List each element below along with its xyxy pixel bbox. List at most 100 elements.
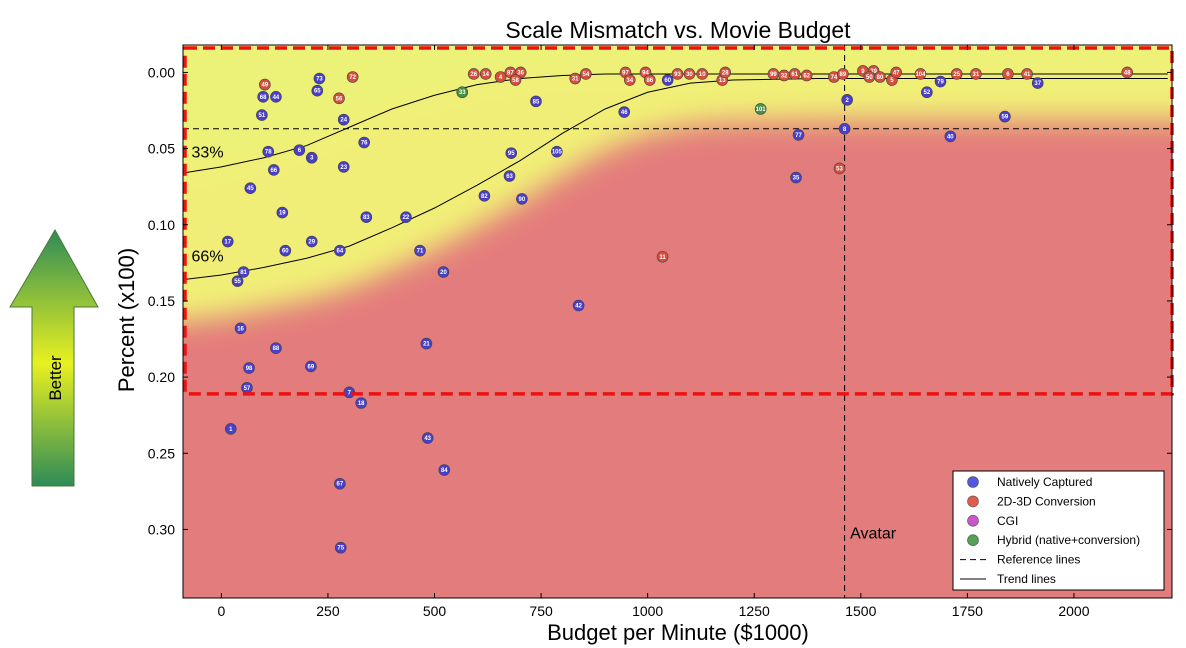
data-point-marker bbox=[833, 162, 846, 175]
data-point-marker bbox=[572, 299, 585, 312]
data-point-72: 72 bbox=[346, 71, 359, 83]
x-tick-label: 500 bbox=[423, 603, 447, 619]
legend-label: CGI bbox=[997, 514, 1018, 528]
data-point-label: 65 bbox=[314, 89, 321, 95]
data-point-label: 19 bbox=[279, 211, 286, 217]
legend-item: CGI bbox=[967, 514, 1018, 528]
y-tick-label: 0.00 bbox=[148, 64, 175, 80]
plot-frame bbox=[182, 44, 1173, 599]
data-point-66: 66 bbox=[268, 164, 280, 176]
data-point-69: 69 bbox=[305, 360, 317, 373]
data-point-label: 44 bbox=[273, 95, 280, 101]
data-point-label: 101 bbox=[756, 107, 767, 113]
data-point-label: 58 bbox=[512, 78, 519, 84]
data-point-31: 31 bbox=[970, 68, 982, 80]
legend-box bbox=[952, 470, 1165, 591]
data-point-marker bbox=[921, 86, 933, 99]
data-point-marker bbox=[270, 90, 282, 103]
data-point-22: 22 bbox=[400, 211, 412, 223]
legend-marker bbox=[967, 495, 979, 508]
data-point-marker bbox=[333, 92, 345, 105]
data-point-label: 66 bbox=[270, 168, 277, 174]
data-point-label: 72 bbox=[349, 75, 356, 81]
y-tick-label: 0.10 bbox=[148, 217, 175, 233]
data-point-30: 30 bbox=[683, 68, 696, 80]
data-point-marker bbox=[838, 122, 851, 135]
data-point-marker bbox=[950, 68, 963, 80]
data-point-104: 104 bbox=[914, 68, 927, 80]
data-point-marker bbox=[479, 68, 492, 80]
data-point-40: 40 bbox=[944, 130, 957, 143]
data-point-marker bbox=[551, 145, 563, 158]
data-point-marker bbox=[337, 113, 350, 126]
data-point-label: 67 bbox=[337, 482, 344, 488]
data-point-label: 78 bbox=[265, 150, 272, 156]
annotation-avatar: Avatar bbox=[850, 526, 897, 543]
data-point-label: 20 bbox=[440, 270, 447, 276]
data-point-84: 84 bbox=[438, 464, 451, 476]
data-point-marker bbox=[841, 94, 853, 106]
data-point-64: 64 bbox=[334, 244, 346, 257]
data-point-label: 40 bbox=[947, 134, 954, 140]
data-point-marker bbox=[505, 147, 518, 159]
data-point-68: 68 bbox=[257, 90, 269, 103]
data-point-marker bbox=[569, 72, 581, 85]
data-point-label: 34 bbox=[626, 78, 633, 84]
data-point-marker bbox=[244, 182, 257, 195]
data-point-label: 98 bbox=[246, 366, 253, 372]
better-arrow: Better bbox=[9, 228, 99, 487]
legend-item: Reference lines bbox=[960, 553, 1080, 567]
data-point-label: 48 bbox=[1124, 70, 1131, 76]
data-point-label: 46 bbox=[621, 110, 628, 116]
data-point-marker bbox=[1031, 77, 1044, 89]
legend-marker bbox=[967, 476, 979, 488]
y-tick-label: 0.25 bbox=[148, 445, 175, 461]
data-point-label: 3 bbox=[310, 156, 314, 162]
data-point-46: 46 bbox=[618, 106, 631, 118]
data-point-label: 28 bbox=[722, 70, 729, 76]
data-point-label: 83 bbox=[363, 215, 370, 221]
data-point-marker bbox=[509, 74, 522, 86]
data-point-label: 59 bbox=[1002, 115, 1009, 121]
data-point-label: 2 bbox=[845, 98, 849, 104]
data-point-marker bbox=[456, 86, 469, 99]
data-point-29: 29 bbox=[305, 235, 318, 248]
data-point-label: 73 bbox=[316, 77, 323, 83]
data-point-marker bbox=[414, 244, 426, 257]
data-point-label: 31 bbox=[973, 72, 980, 78]
data-point-marker bbox=[671, 68, 684, 80]
data-point-42: 42 bbox=[572, 299, 585, 312]
data-point-marker bbox=[683, 68, 696, 80]
x-tick-label: 1500 bbox=[845, 603, 876, 619]
data-point-label: 68 bbox=[260, 95, 267, 101]
data-point-82: 82 bbox=[478, 190, 491, 202]
data-point-label: 79 bbox=[937, 80, 944, 86]
data-point-marker bbox=[279, 244, 292, 257]
data-point-34: 34 bbox=[623, 74, 636, 86]
data-point-19: 19 bbox=[276, 206, 289, 219]
annotation-33: 33% bbox=[192, 145, 224, 162]
data-point-marker bbox=[305, 360, 317, 373]
data-point-62: 62 bbox=[800, 69, 813, 82]
data-point-label: 35 bbox=[793, 176, 800, 182]
data-point-marker bbox=[334, 477, 346, 490]
data-point-label: 45 bbox=[247, 186, 254, 192]
data-point-57: 57 bbox=[241, 381, 253, 394]
data-point-marker bbox=[358, 136, 370, 149]
data-point-marker bbox=[890, 66, 902, 79]
data-point-label: 36 bbox=[517, 70, 524, 76]
data-point-marker bbox=[305, 151, 318, 164]
data-point-21: 21 bbox=[420, 337, 433, 350]
data-point-1: 1 bbox=[224, 423, 237, 435]
data-point-60: 60 bbox=[661, 74, 674, 86]
data-point-59: 59 bbox=[999, 110, 1011, 123]
data-point-label: 74 bbox=[831, 75, 838, 81]
data-point-label: 9 bbox=[861, 69, 865, 75]
data-point-6: 6 bbox=[1002, 68, 1014, 80]
data-point-label: 49 bbox=[262, 83, 269, 89]
y-tick-label: 0.20 bbox=[148, 369, 175, 385]
data-point-marker bbox=[1021, 68, 1033, 80]
data-point-marker bbox=[243, 362, 255, 374]
data-point-label: 31 bbox=[572, 77, 579, 83]
data-point-marker bbox=[421, 432, 434, 444]
